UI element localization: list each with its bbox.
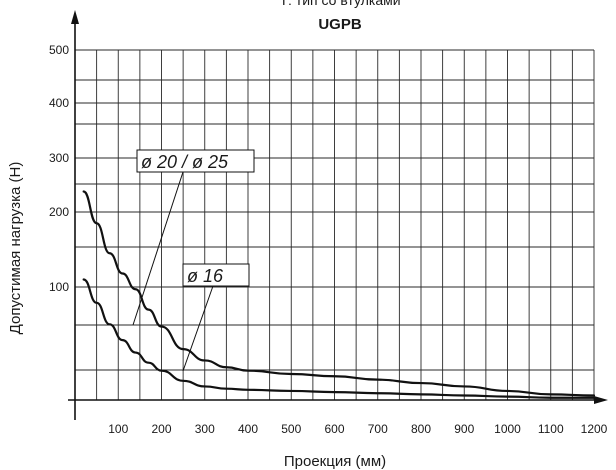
series-label: ø 16 — [187, 266, 224, 286]
series-line-1 — [82, 190, 596, 397]
callout-box — [136, 149, 255, 173]
y-axis-arrow — [71, 10, 79, 24]
x-tick-label: 1200 — [581, 422, 608, 436]
series-lines — [82, 190, 596, 399]
x-tick-label: 700 — [368, 422, 388, 436]
x-tick-label: 600 — [324, 422, 344, 436]
series-label: ø 20 / ø 25 — [141, 152, 229, 172]
x-tick-labels: 100 200 300 400 500 600 700 800 900 1000 1100 1200 — [108, 422, 607, 436]
callout-box — [182, 263, 250, 287]
y-tick-label: 200 — [49, 205, 69, 219]
callout-leader — [132, 171, 184, 326]
y-axis-label: Допустимая нагрузка (Н) — [7, 162, 24, 335]
chart-supertitle: Т: тип со втулками — [279, 0, 400, 8]
y-tick-label: 400 — [49, 96, 69, 110]
axes — [68, 10, 608, 420]
x-tick-label: 300 — [195, 422, 215, 436]
chart-title: UGPB — [318, 16, 362, 33]
x-axis-label: Проекция (мм) — [284, 453, 386, 470]
x-tick-label: 400 — [238, 422, 258, 436]
y-tick-labels: 100 200 300 400 500 — [49, 43, 69, 294]
callouts: ø 20 / ø 25 ø 16 — [132, 149, 255, 372]
x-tick-label: 100 — [108, 422, 128, 436]
x-tick-label: 900 — [454, 422, 474, 436]
series-line-2 — [82, 278, 596, 399]
y-tick-label: 100 — [49, 280, 69, 294]
x-tick-label: 1100 — [538, 422, 564, 436]
x-tick-label: 800 — [411, 422, 431, 436]
y-tick-label: 500 — [49, 43, 69, 57]
x-tick-label: 200 — [151, 422, 171, 436]
x-tick-label: 1000 — [494, 422, 521, 436]
x-axis-arrow — [594, 396, 608, 404]
x-tick-label: 500 — [281, 422, 301, 436]
grid — [74, 49, 595, 400]
callout-leader — [182, 285, 214, 372]
y-tick-label: 300 — [49, 151, 69, 165]
